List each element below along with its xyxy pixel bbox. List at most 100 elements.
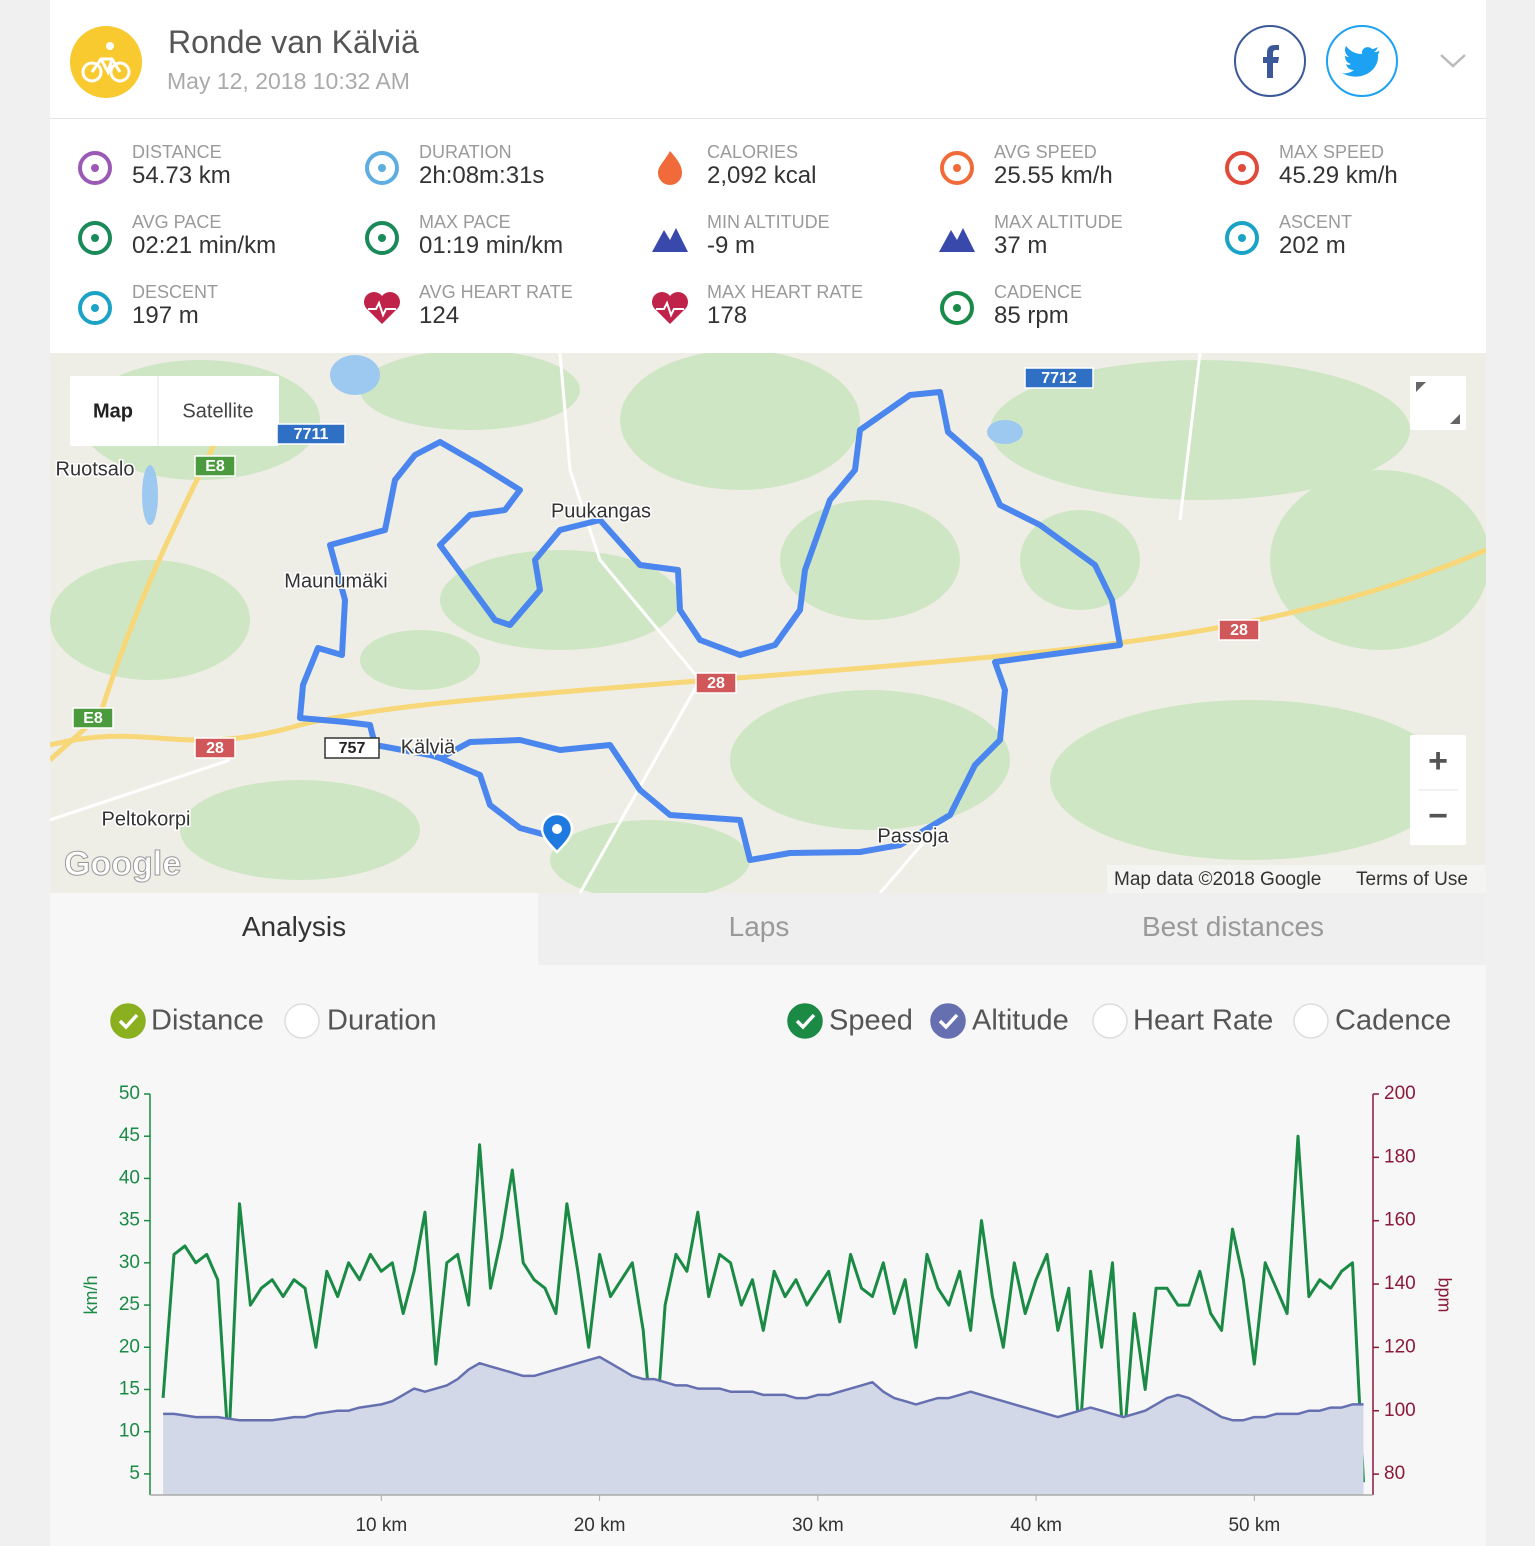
google-logo: Google	[64, 845, 181, 883]
stat-icon	[365, 221, 399, 255]
toggle-check[interactable]	[284, 1003, 320, 1039]
zoom-in[interactable]: +	[1428, 742, 1448, 780]
stat-label: MIN ALTITUDE	[707, 212, 830, 232]
check-mark	[795, 1013, 816, 1030]
stat-value: 01:19 min/km	[419, 232, 564, 259]
y-tick-label: 30	[119, 1252, 140, 1273]
stat-label: DURATION	[419, 142, 512, 162]
y-tick-label: 10	[119, 1421, 140, 1442]
map-terms: Terms of Use	[1356, 869, 1468, 890]
expand-chevron[interactable]	[1438, 50, 1468, 70]
toggle[interactable]	[1293, 1003, 1329, 1039]
stat-value: -9 m	[707, 232, 755, 259]
stat-icon	[652, 228, 688, 252]
y2-tick-label: 100	[1384, 1400, 1416, 1421]
stat-value: 02:21 min/km	[132, 232, 277, 259]
toggle-label: Duration	[327, 1005, 437, 1037]
stat-icon	[78, 151, 112, 185]
y-axis-title: km/h	[81, 1275, 101, 1314]
road-shield	[1218, 619, 1260, 641]
twitter-share[interactable]	[1324, 24, 1400, 100]
toggle-check[interactable]	[1293, 1003, 1329, 1039]
stat-icon	[364, 292, 400, 324]
toggle[interactable]	[284, 1003, 320, 1039]
activity-icon	[70, 26, 142, 98]
map-attribution: Map data ©2018 Google	[1114, 869, 1321, 890]
y-tick-label: 50	[119, 1083, 140, 1104]
tab[interactable]: Analysis	[241, 911, 347, 942]
toggle[interactable]	[110, 1003, 146, 1039]
stat-label: DISTANCE	[132, 142, 222, 162]
facebook-share[interactable]	[1232, 24, 1308, 100]
toggle[interactable]	[1092, 1003, 1128, 1039]
stat-label: AVG HEART RATE	[419, 282, 573, 302]
y2-tick-label: 200	[1384, 1083, 1416, 1104]
y2-tick-label: 120	[1384, 1336, 1416, 1357]
y-tick-label: 20	[119, 1336, 140, 1357]
stat-value: 37 m	[994, 232, 1048, 259]
y-tick-label: 35	[119, 1210, 140, 1231]
road-shield	[194, 455, 236, 477]
y2-tick-label: 140	[1384, 1273, 1416, 1294]
stat-value: 178	[707, 302, 748, 329]
stat-label: MAX ALTITUDE	[994, 212, 1123, 232]
map[interactable]: Map Satellite Ruotsalo Puukangas Maunumäki Kä…	[50, 353, 1486, 893]
y-tick-label: 5	[129, 1463, 140, 1484]
road-shield	[324, 737, 380, 759]
stat-label: ASCENT	[1279, 212, 1353, 232]
toggle-check[interactable]	[787, 1003, 823, 1039]
place-label: Kälviä	[401, 736, 456, 758]
road-label: 28	[707, 675, 725, 692]
toggle-label: Altitude	[972, 1005, 1069, 1037]
place-label: Puukangas	[551, 500, 651, 522]
road-shield	[276, 423, 346, 445]
stat-label: CADENCE	[994, 282, 1083, 302]
x-tick-label: 30 km	[792, 1515, 844, 1536]
y2-tick-label: 80	[1384, 1463, 1405, 1484]
stat-icon	[365, 151, 399, 185]
y-tick-label: 15	[119, 1378, 140, 1399]
stat-icon	[652, 292, 688, 324]
stat-value: 202 m	[1279, 232, 1346, 259]
stat-value: 124	[419, 302, 460, 329]
toggle-label: Cadence	[1335, 1005, 1451, 1037]
tab[interactable]: Laps	[728, 911, 790, 942]
stat-value: 45.29 km/h	[1279, 162, 1398, 189]
y2-axis-title: bpm	[1434, 1277, 1454, 1312]
toggle-check[interactable]	[110, 1003, 146, 1039]
inactive-tabs-bg	[538, 893, 1486, 965]
stat-value: 54.73 km	[132, 162, 231, 189]
y-tick-label: 40	[119, 1167, 140, 1188]
toggle[interactable]	[787, 1003, 823, 1039]
stat-label: CALORIES	[707, 142, 799, 162]
road-shield	[1024, 367, 1094, 389]
y2-tick-label: 180	[1384, 1146, 1416, 1167]
road-label: 28	[206, 740, 224, 757]
x-tick-label: 40 km	[1010, 1515, 1062, 1536]
toggle[interactable]	[930, 1003, 966, 1039]
toggle-check[interactable]	[1092, 1003, 1128, 1039]
stats-panel	[50, 119, 1486, 353]
activity-date: May 12, 2018 10:32 AM	[167, 68, 410, 94]
activity-title: Ronde van Kälviä	[168, 24, 419, 60]
tab[interactable]: Best distances	[1141, 911, 1325, 942]
map-button: Satellite	[182, 400, 253, 422]
zoom-out[interactable]: −	[1428, 797, 1448, 835]
x-tick-label: 10 km	[355, 1515, 407, 1536]
stat-icon	[78, 221, 112, 255]
speed-line	[161, 1134, 1365, 1483]
toggle-check[interactable]	[930, 1003, 966, 1039]
y2-tick-label: 160	[1384, 1210, 1416, 1231]
stat-value: 2,092 kcal	[707, 162, 817, 189]
stat-value: 85 rpm	[994, 302, 1069, 329]
stat-label: DESCENT	[132, 282, 219, 302]
road-label: 7711	[294, 426, 329, 443]
stat-icon	[658, 151, 682, 185]
place-label: Ruotsalo	[56, 458, 135, 480]
stat-value: 197 m	[132, 302, 199, 329]
stat-value: 25.55 km/h	[994, 162, 1113, 189]
road-label: E8	[83, 710, 103, 727]
toggle-label: Distance	[151, 1005, 264, 1037]
place-label: Passoja	[877, 825, 949, 847]
